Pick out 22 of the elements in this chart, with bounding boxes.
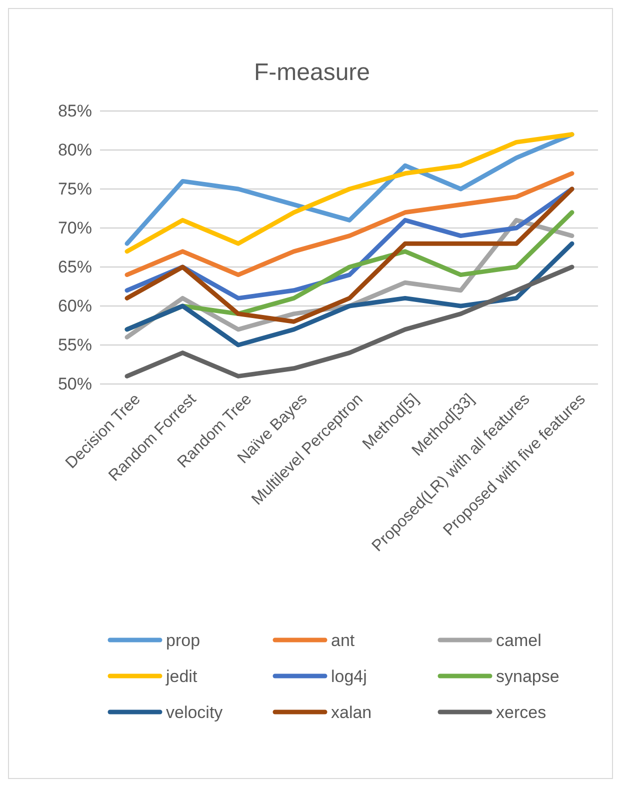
legend-label: xerces (496, 702, 546, 722)
legend-label: prop (166, 630, 200, 650)
y-tick-label: 70% (58, 218, 92, 238)
line-series (124, 264, 574, 378)
legend-label: synapse (496, 666, 560, 686)
legend-label: xalan (331, 702, 372, 722)
legend-label: log4j (331, 666, 367, 686)
legend-label: camel (496, 630, 542, 650)
y-tick-label: 80% (58, 140, 92, 160)
line-series (124, 186, 574, 324)
legend-label: ant (331, 630, 355, 650)
line-series (124, 171, 574, 278)
y-tick-label: 50% (58, 374, 92, 394)
y-tick-label: 75% (58, 179, 92, 198)
y-tick-label: 65% (58, 257, 92, 276)
legend-label: velocity (166, 702, 224, 722)
y-tick-label: 55% (58, 335, 92, 354)
y-tick-label: 85% (58, 101, 92, 120)
y-tick-label: 60% (58, 296, 92, 316)
legend-label: jedit (165, 666, 198, 686)
line-series (124, 241, 574, 348)
chart-title: F-measure (254, 59, 370, 86)
